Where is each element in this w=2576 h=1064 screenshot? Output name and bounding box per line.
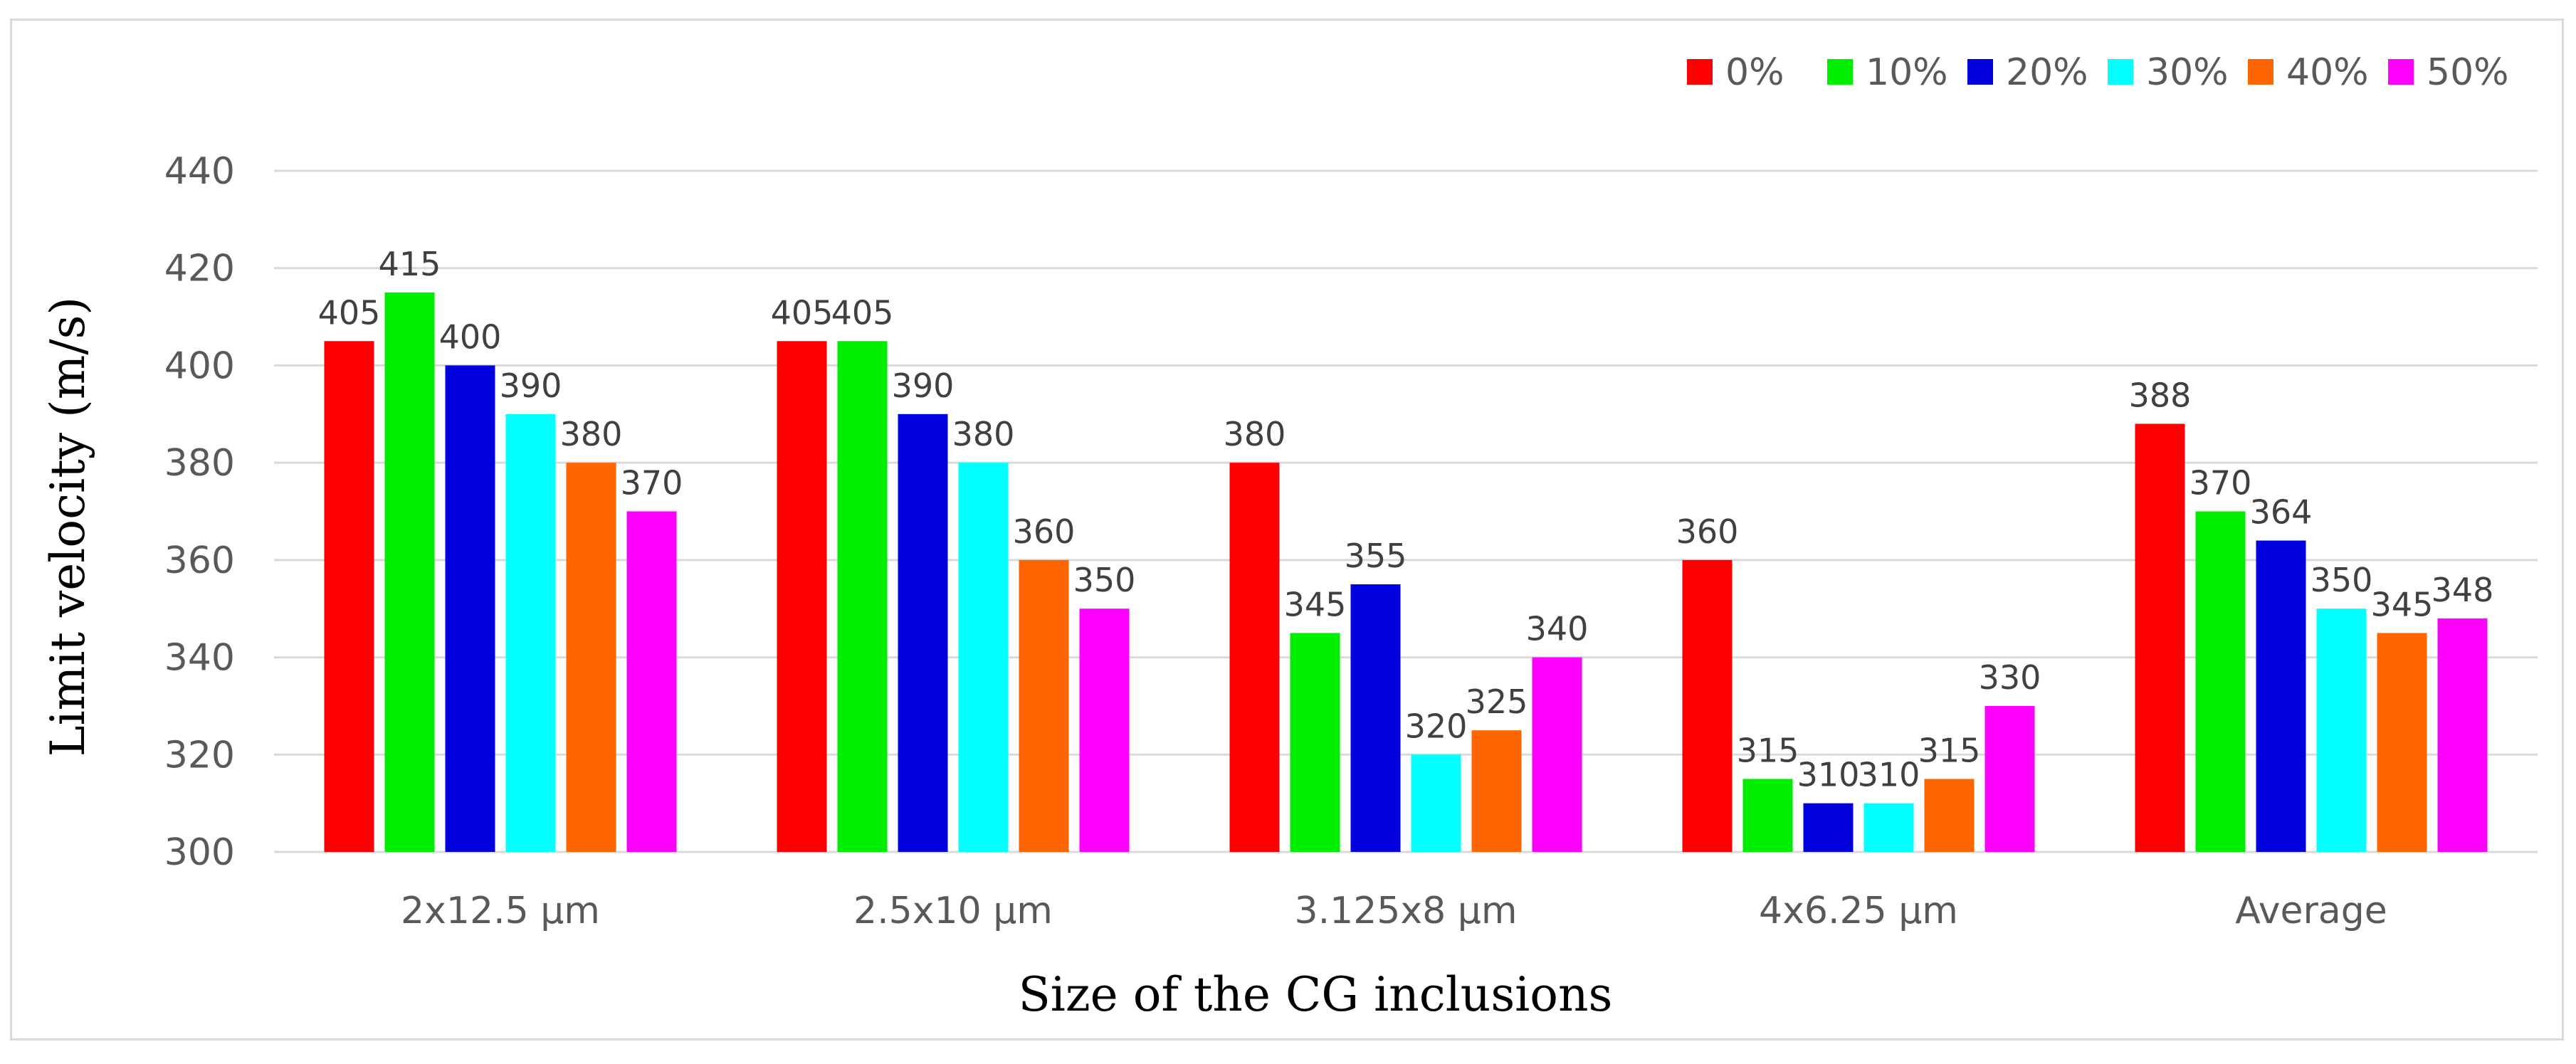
bar-0-4 (566, 463, 616, 852)
bar-3-3 (1863, 803, 1914, 852)
y-tick-label-320: 320 (164, 734, 235, 776)
x-category-label-3: 4x6.25 µm (1759, 890, 1958, 932)
legend-label-5: 50% (2427, 51, 2509, 94)
legend-label-1: 10% (1866, 51, 1948, 94)
data-label-0-3: 390 (500, 367, 562, 405)
data-labels: 4054154003903803704054053903803603503803… (318, 245, 2494, 794)
data-label-3-1: 315 (1737, 731, 1799, 769)
x-category-label-2: 3.125x8 µm (1295, 890, 1518, 932)
bar-4-5 (2437, 618, 2488, 852)
legend-label-4: 40% (2286, 51, 2369, 94)
bar-1-4 (1019, 559, 1069, 852)
bar-1-1 (837, 341, 888, 852)
bar-4-1 (2195, 511, 2246, 852)
y-axis-title: Limit velocity (m/s) (41, 297, 95, 757)
bar-2-3 (1411, 754, 1461, 852)
bar-2-1 (1290, 633, 1340, 852)
bar-4-0 (2135, 423, 2185, 852)
data-label-3-0: 360 (1676, 512, 1739, 551)
legend-label-0: 0% (1725, 51, 1784, 94)
data-label-1-2: 390 (892, 367, 955, 405)
legend-swatch-2 (1967, 59, 1993, 85)
data-label-1-1: 405 (831, 293, 894, 332)
bar-0-3 (505, 414, 556, 852)
data-label-4-0: 388 (2129, 376, 2192, 414)
data-label-4-1: 370 (2189, 464, 2252, 502)
data-label-1-4: 360 (1013, 512, 1076, 551)
data-label-4-4: 345 (2371, 585, 2434, 623)
data-label-4-2: 364 (2250, 493, 2313, 532)
bar-2-5 (1532, 657, 1582, 852)
y-tick-label-380: 380 (164, 442, 235, 485)
data-label-0-5: 370 (621, 464, 683, 502)
data-label-4-3: 350 (2310, 561, 2373, 599)
bar-2-4 (1471, 730, 1522, 852)
bar-3-2 (1803, 803, 1854, 852)
bars (324, 292, 2488, 853)
data-label-3-4: 315 (1918, 731, 1981, 769)
bar-2-0 (1229, 463, 1280, 852)
bar-0-0 (324, 341, 374, 852)
bar-1-3 (958, 463, 1009, 852)
bar-2-2 (1350, 584, 1401, 852)
x-axis-title: Size of the CG inclusions (1019, 967, 1613, 1022)
data-label-4-5: 348 (2432, 571, 2494, 609)
x-category-label-4: Average (2235, 890, 2387, 932)
y-tick-labels: 300 320 340 360 380 400 420 440 (164, 150, 235, 874)
data-label-2-5: 340 (1526, 610, 1589, 648)
bar-4-4 (2377, 633, 2427, 852)
bar-0-1 (384, 292, 435, 853)
bar-3-4 (1924, 779, 1975, 852)
x-category-label-0: 2x12.5 µm (401, 890, 600, 932)
y-tick-label-440: 440 (164, 150, 235, 193)
bar-3-0 (1682, 559, 1733, 852)
data-label-3-3: 310 (1858, 756, 1920, 794)
data-label-2-3: 320 (1405, 707, 1468, 745)
x-category-label-1: 2.5x10 µm (853, 890, 1053, 932)
legend-swatch-5 (2388, 59, 2414, 85)
data-label-0-1: 415 (379, 245, 441, 283)
y-tick-label-400: 400 (164, 344, 235, 387)
data-label-0-0: 405 (318, 293, 381, 332)
legend-swatch-1 (1827, 59, 1853, 85)
y-tick-label-340: 340 (164, 637, 235, 680)
data-label-1-5: 350 (1073, 561, 1136, 599)
data-label-1-3: 380 (952, 415, 1015, 453)
bar-4-3 (2316, 609, 2367, 852)
data-label-1-0: 405 (771, 293, 834, 332)
data-label-3-5: 330 (1979, 658, 2041, 697)
legend-label-2: 20% (2006, 51, 2088, 94)
bar-1-0 (777, 341, 827, 852)
bar-4-2 (2256, 540, 2306, 852)
bar-3-5 (1984, 705, 2035, 852)
y-tick-label-300: 300 (164, 831, 235, 874)
bar-1-2 (898, 414, 948, 852)
bar-0-5 (626, 511, 677, 852)
data-label-3-2: 310 (1797, 756, 1860, 794)
data-label-2-4: 325 (1466, 683, 1528, 721)
legend: 0% 10% 20% 30% 40% 50% (1687, 51, 2509, 94)
legend-swatch-0 (1687, 59, 1713, 85)
data-label-0-2: 400 (439, 317, 502, 356)
data-label-2-0: 380 (1224, 415, 1286, 453)
data-label-0-4: 380 (560, 415, 623, 453)
bar-0-2 (445, 365, 495, 852)
legend-swatch-3 (2108, 59, 2133, 85)
data-label-2-1: 345 (1284, 585, 1347, 623)
y-tick-label-420: 420 (164, 248, 235, 290)
legend-label-3: 30% (2146, 51, 2229, 94)
legend-swatch-4 (2248, 59, 2273, 85)
bar-1-5 (1079, 609, 1130, 852)
y-tick-label-360: 360 (164, 539, 235, 582)
data-label-2-2: 355 (1345, 537, 1407, 575)
x-category-labels: 2x12.5 µm 2.5x10 µm 3.125x8 µm 4x6.25 µm Ave… (401, 890, 2387, 932)
bar-3-1 (1742, 779, 1793, 852)
